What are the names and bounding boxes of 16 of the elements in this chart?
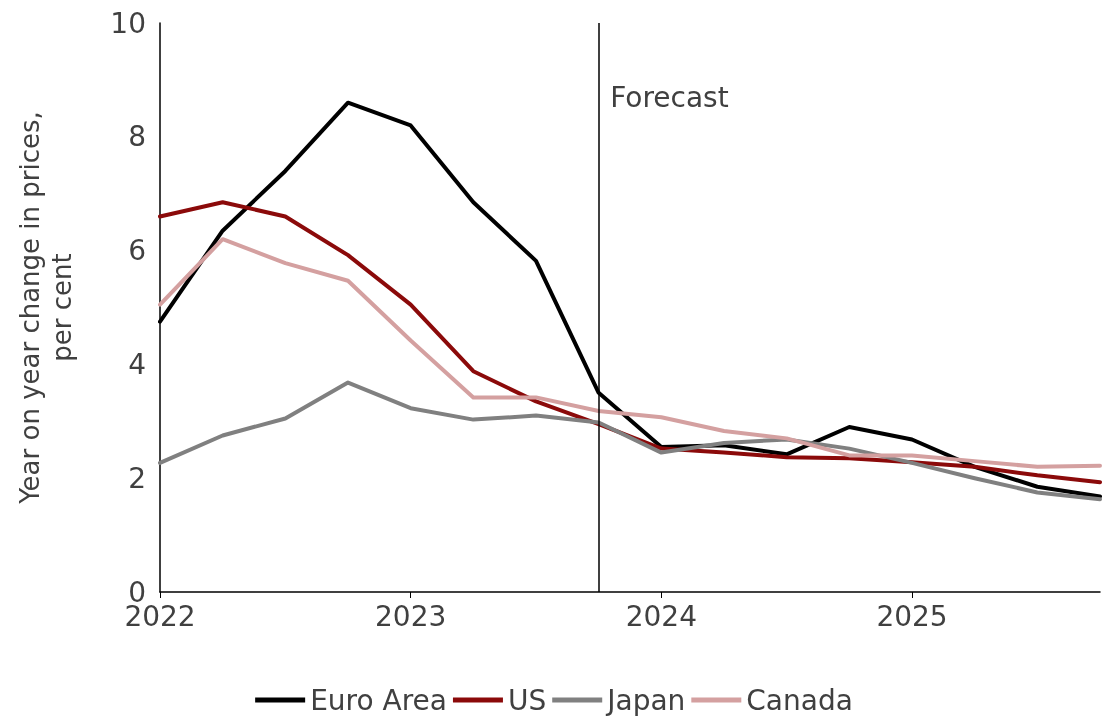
legend-label: US bbox=[507, 683, 547, 717]
x-tick-label: 2025 bbox=[876, 599, 948, 633]
y-tick-label: 10 bbox=[110, 6, 146, 40]
y-tick-label: 4 bbox=[128, 347, 146, 381]
legend-label: Euro Area bbox=[310, 683, 447, 717]
x-tick-label: 2024 bbox=[625, 599, 697, 633]
line-series bbox=[158, 380, 1102, 502]
legend-label: Japan bbox=[605, 683, 686, 717]
y-tick-label: 8 bbox=[128, 120, 146, 154]
x-tick-label: 2023 bbox=[375, 599, 447, 633]
y-axis-title: Year on year change in prices, per cent bbox=[15, 111, 77, 505]
line-series bbox=[158, 237, 1102, 469]
y-tick-label: 2 bbox=[128, 461, 146, 495]
ref-line-label: Forecast bbox=[610, 80, 729, 114]
legend-label: Canada bbox=[746, 683, 853, 717]
y-tick-label: 6 bbox=[128, 234, 146, 268]
